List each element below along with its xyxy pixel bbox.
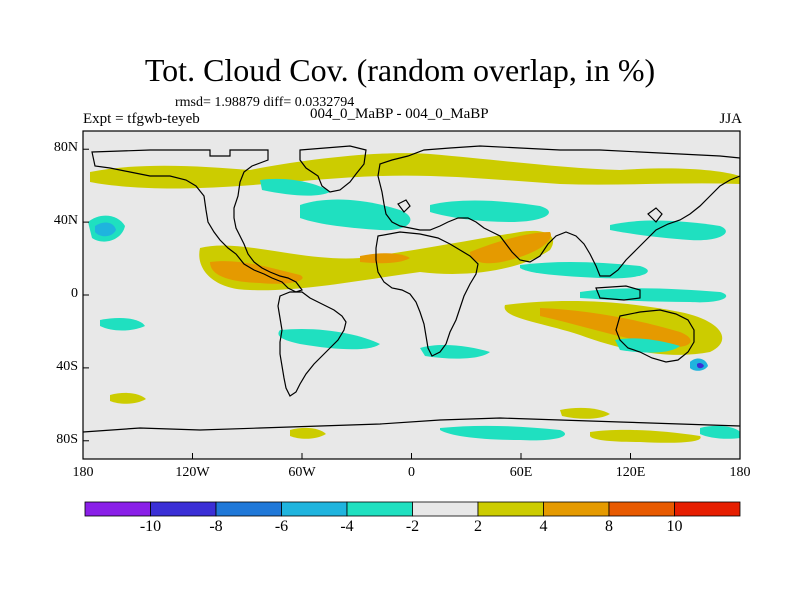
colorbar-swatch (543, 501, 610, 517)
contour-min-australia (697, 362, 704, 369)
colorbar-label: -2 (405, 518, 420, 535)
x-tick-label: 180 (729, 465, 751, 480)
outline-antarctica (83, 417, 740, 433)
rmsd-diff-stats: rmsd= 1.98879 diff= 0.0332794 (175, 95, 355, 110)
x-tick-label: 60W (288, 465, 316, 480)
colorbar-label: 8 (605, 518, 613, 535)
contour-negative-south-atlantic (420, 345, 490, 359)
y-tick-label: 0 (71, 286, 78, 301)
outline-eurasia (377, 145, 740, 277)
colorbar-label: -4 (340, 518, 354, 535)
experiment-subtitle: 004_0_MaBP - 004_0_MaBP (310, 106, 489, 122)
outline-greenland (299, 145, 367, 193)
contour-negative-south-america (278, 328, 380, 350)
season-label: JJA (719, 111, 742, 127)
contour-negative-north-africa (430, 200, 549, 222)
outline-japan (647, 207, 663, 223)
contour-positive-east-pacific-south (110, 392, 146, 404)
contour-strong-africa (360, 253, 410, 264)
contour-negative-antarctic-east (700, 425, 740, 439)
x-tick-label: 120W (175, 465, 210, 480)
contour-negative-southern-ocean (440, 425, 566, 441)
experiment-label: Expt = tfgwb-teyeb (83, 111, 200, 127)
contour-positive-south-atlantic (560, 407, 610, 419)
y-tick-label: 80S (56, 431, 78, 447)
outline-south-america (277, 291, 347, 397)
outline-africa (375, 231, 479, 357)
contour-negative-south-pacific (100, 318, 145, 331)
colorbar-label: 10 (666, 518, 683, 535)
contour-strong-tropical-west (210, 261, 303, 284)
map-title: Tot. Cloud Cov. (random overlap, in %) (144, 52, 656, 88)
colorbar (84, 501, 741, 517)
contour-deep-negative-north-pacific (95, 222, 116, 237)
outline-australia (615, 309, 695, 363)
colorbar-swatch (215, 501, 282, 517)
outline-british-isles (397, 199, 411, 213)
contour-negative-north-atlantic (260, 178, 330, 196)
colorbar-label: -8 (209, 518, 223, 535)
colorbar-label: -10 (139, 518, 162, 535)
contour-positive-arctic (90, 153, 740, 189)
colorbar-label: 2 (474, 518, 482, 535)
colorbar-swatch (412, 501, 479, 517)
y-tick-label: 80N (53, 140, 78, 156)
continent-outlines (83, 145, 740, 433)
colorbar-swatch (281, 501, 348, 517)
colorbar-label: 4 (539, 518, 548, 535)
colorbar-swatch (608, 501, 675, 517)
x-tick-label: 120E (615, 465, 646, 480)
outline-indonesia (595, 285, 641, 301)
axis-ticks (82, 148, 741, 459)
contour-negative-north-america (300, 199, 411, 231)
colorbar-swatch (477, 501, 544, 517)
colorbar-swatch (150, 501, 217, 517)
x-tick-label: 180 (72, 465, 94, 480)
contour-negative-east-asia (610, 220, 726, 241)
contour-strong-south-indian (540, 308, 691, 347)
y-tick-label: 40S (56, 358, 78, 374)
colorbar-swatch (84, 501, 151, 517)
outline-north-america (91, 149, 303, 293)
y-tick-label: 40N (53, 213, 78, 229)
colorbar-swatch (674, 501, 741, 517)
contour-positive-antarctic (590, 429, 701, 443)
contour-negative-north-west-pacific (520, 262, 648, 279)
x-tick-label: 60E (509, 465, 533, 480)
colorbar-swatch (346, 501, 413, 517)
colorbar-label: -6 (274, 518, 289, 535)
contour-positive-west-south (290, 427, 326, 439)
x-tick-label: 0 (408, 465, 415, 480)
contour-strong-tropical-east (470, 232, 551, 264)
